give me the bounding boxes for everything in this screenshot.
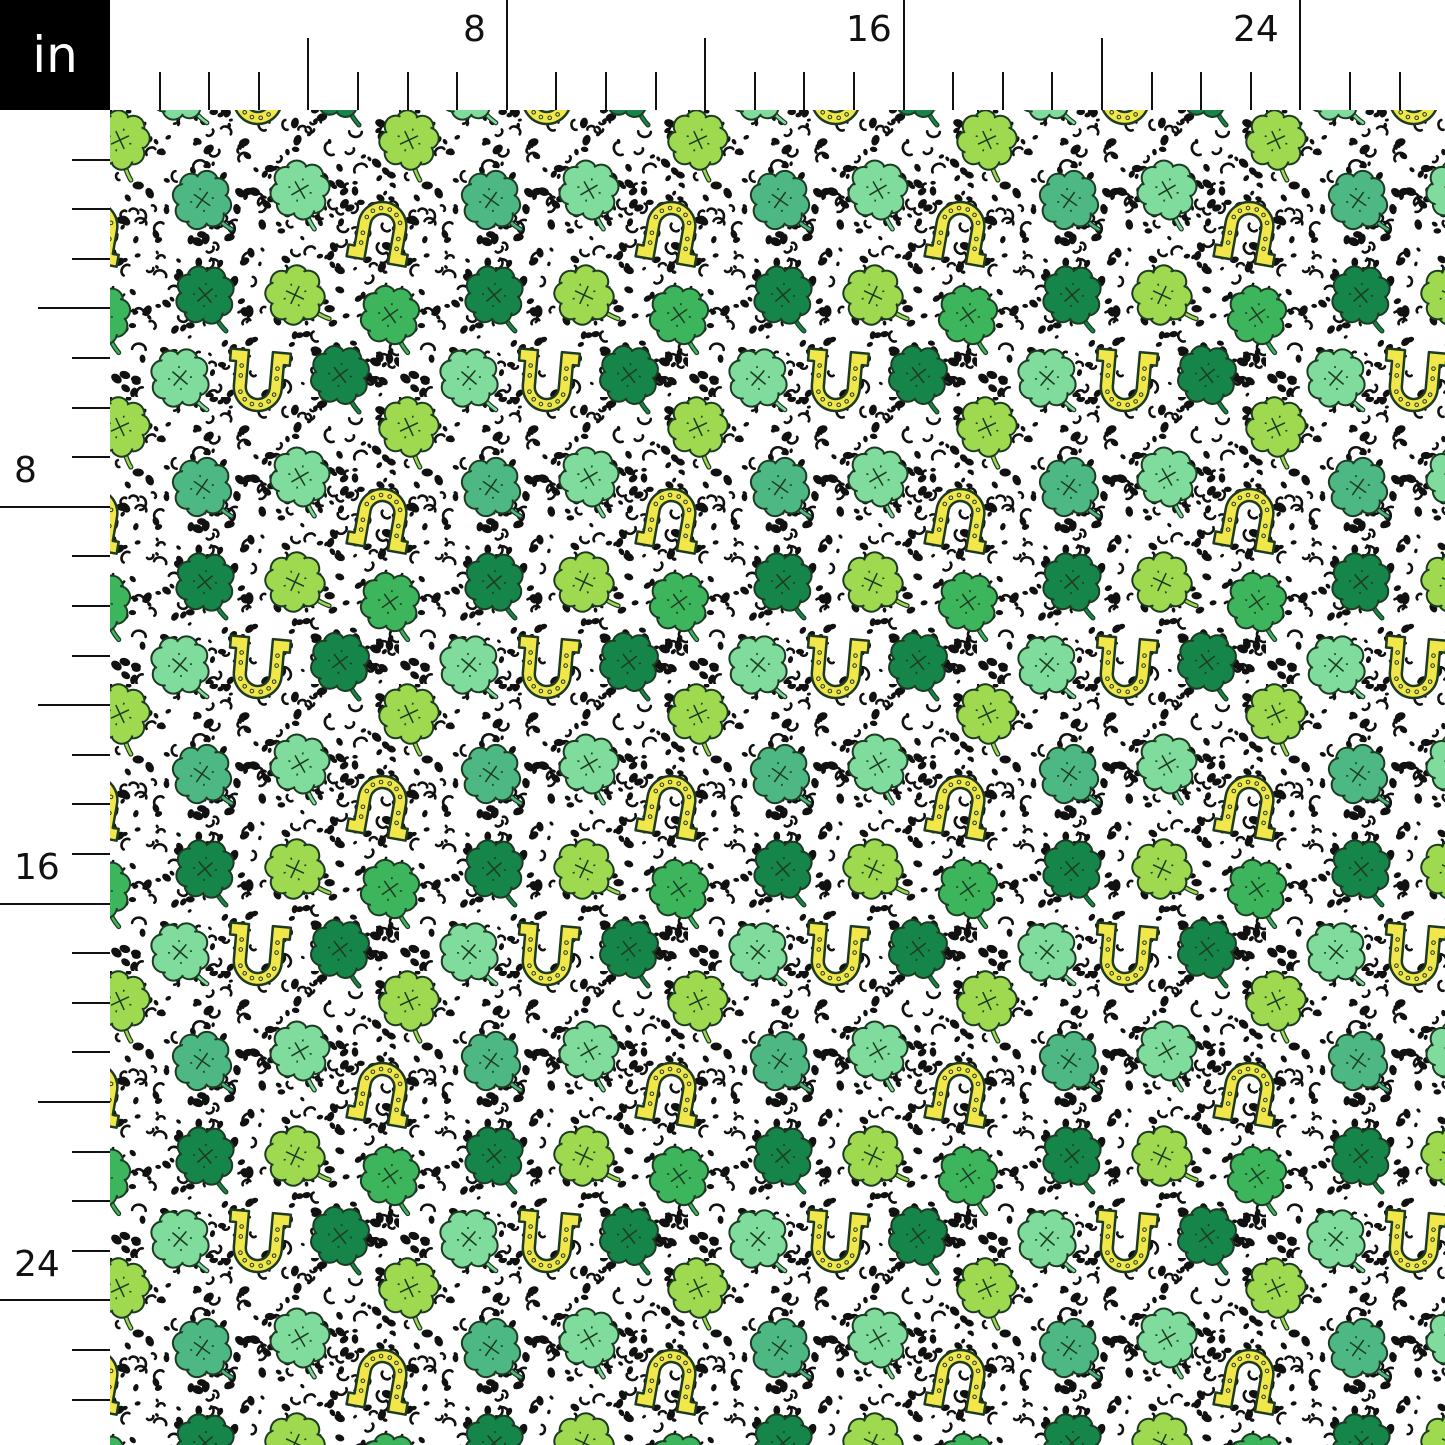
top-ruler-label-8: 8 xyxy=(463,9,486,50)
ruler-tick xyxy=(72,605,110,607)
ruler-tick xyxy=(1349,72,1351,110)
ruler-tick xyxy=(72,158,110,161)
ruler-tick xyxy=(72,1051,110,1054)
ruler-tick xyxy=(38,307,110,310)
ruler-tick xyxy=(1249,72,1252,110)
ruler-tick xyxy=(158,72,161,110)
ruler-tick xyxy=(72,654,110,657)
ruler-tick xyxy=(1101,38,1103,110)
ruler-tick xyxy=(555,72,558,110)
top-ruler: 8 16 24 xyxy=(110,0,1445,110)
ruler-tick xyxy=(357,72,359,110)
ruler-tick xyxy=(853,72,855,110)
unit-label: in xyxy=(0,0,110,110)
ruler-tick xyxy=(72,208,110,211)
top-ruler-label-24: 24 xyxy=(1233,9,1279,50)
fabric-background xyxy=(110,110,1445,1445)
ruler-tick xyxy=(902,0,905,110)
ruler-tick xyxy=(406,72,409,110)
ruler-tick xyxy=(72,555,110,558)
ruler-tick xyxy=(72,257,110,260)
left-ruler: 8 16 24 xyxy=(0,110,110,1445)
ruler-tick xyxy=(654,72,657,110)
ruler-tick xyxy=(257,72,260,110)
ruler-tick xyxy=(72,357,110,359)
ruler-tick xyxy=(0,505,110,508)
ruler-tick xyxy=(505,0,508,110)
ruler-tick xyxy=(72,952,110,955)
ruler-tick xyxy=(803,72,806,110)
ruler-tick xyxy=(38,704,110,707)
ruler-tick xyxy=(72,753,110,756)
ruler-tick xyxy=(952,72,955,110)
left-ruler-label-24: 24 xyxy=(14,1244,60,1285)
ruler-tick xyxy=(0,1299,110,1302)
ruler-tick xyxy=(72,853,110,855)
ruler-tick xyxy=(72,1150,110,1153)
ruler-tick xyxy=(1150,72,1153,110)
ruler-tick xyxy=(72,1200,110,1203)
ruler-tick xyxy=(456,72,459,110)
ruler-tick xyxy=(72,1398,110,1401)
left-ruler-label-16: 16 xyxy=(14,847,60,888)
ruler-tick xyxy=(1051,72,1054,110)
ruler-tick xyxy=(1200,72,1203,110)
ruler-tick xyxy=(72,803,110,806)
ruler-tick xyxy=(72,1349,110,1351)
ruler-tick xyxy=(1299,0,1302,110)
ruler-tick xyxy=(605,72,607,110)
left-ruler-label-8: 8 xyxy=(14,450,37,491)
ruler-tick xyxy=(38,1101,110,1103)
ruler-tick xyxy=(72,456,110,459)
ruler-tick xyxy=(307,38,310,110)
ruler-tick xyxy=(72,1001,110,1004)
ruler-tick xyxy=(753,72,756,110)
ruler-tick xyxy=(208,72,211,110)
ruler-tick xyxy=(704,38,707,110)
ruler-tick xyxy=(0,902,110,905)
ruler-tick xyxy=(1398,72,1401,110)
ruler-tick xyxy=(72,406,110,409)
fabric-pattern xyxy=(110,110,1445,1445)
top-ruler-label-16: 16 xyxy=(846,9,892,50)
ruler-tick xyxy=(72,1249,110,1252)
ruler-tick xyxy=(1001,72,1004,110)
